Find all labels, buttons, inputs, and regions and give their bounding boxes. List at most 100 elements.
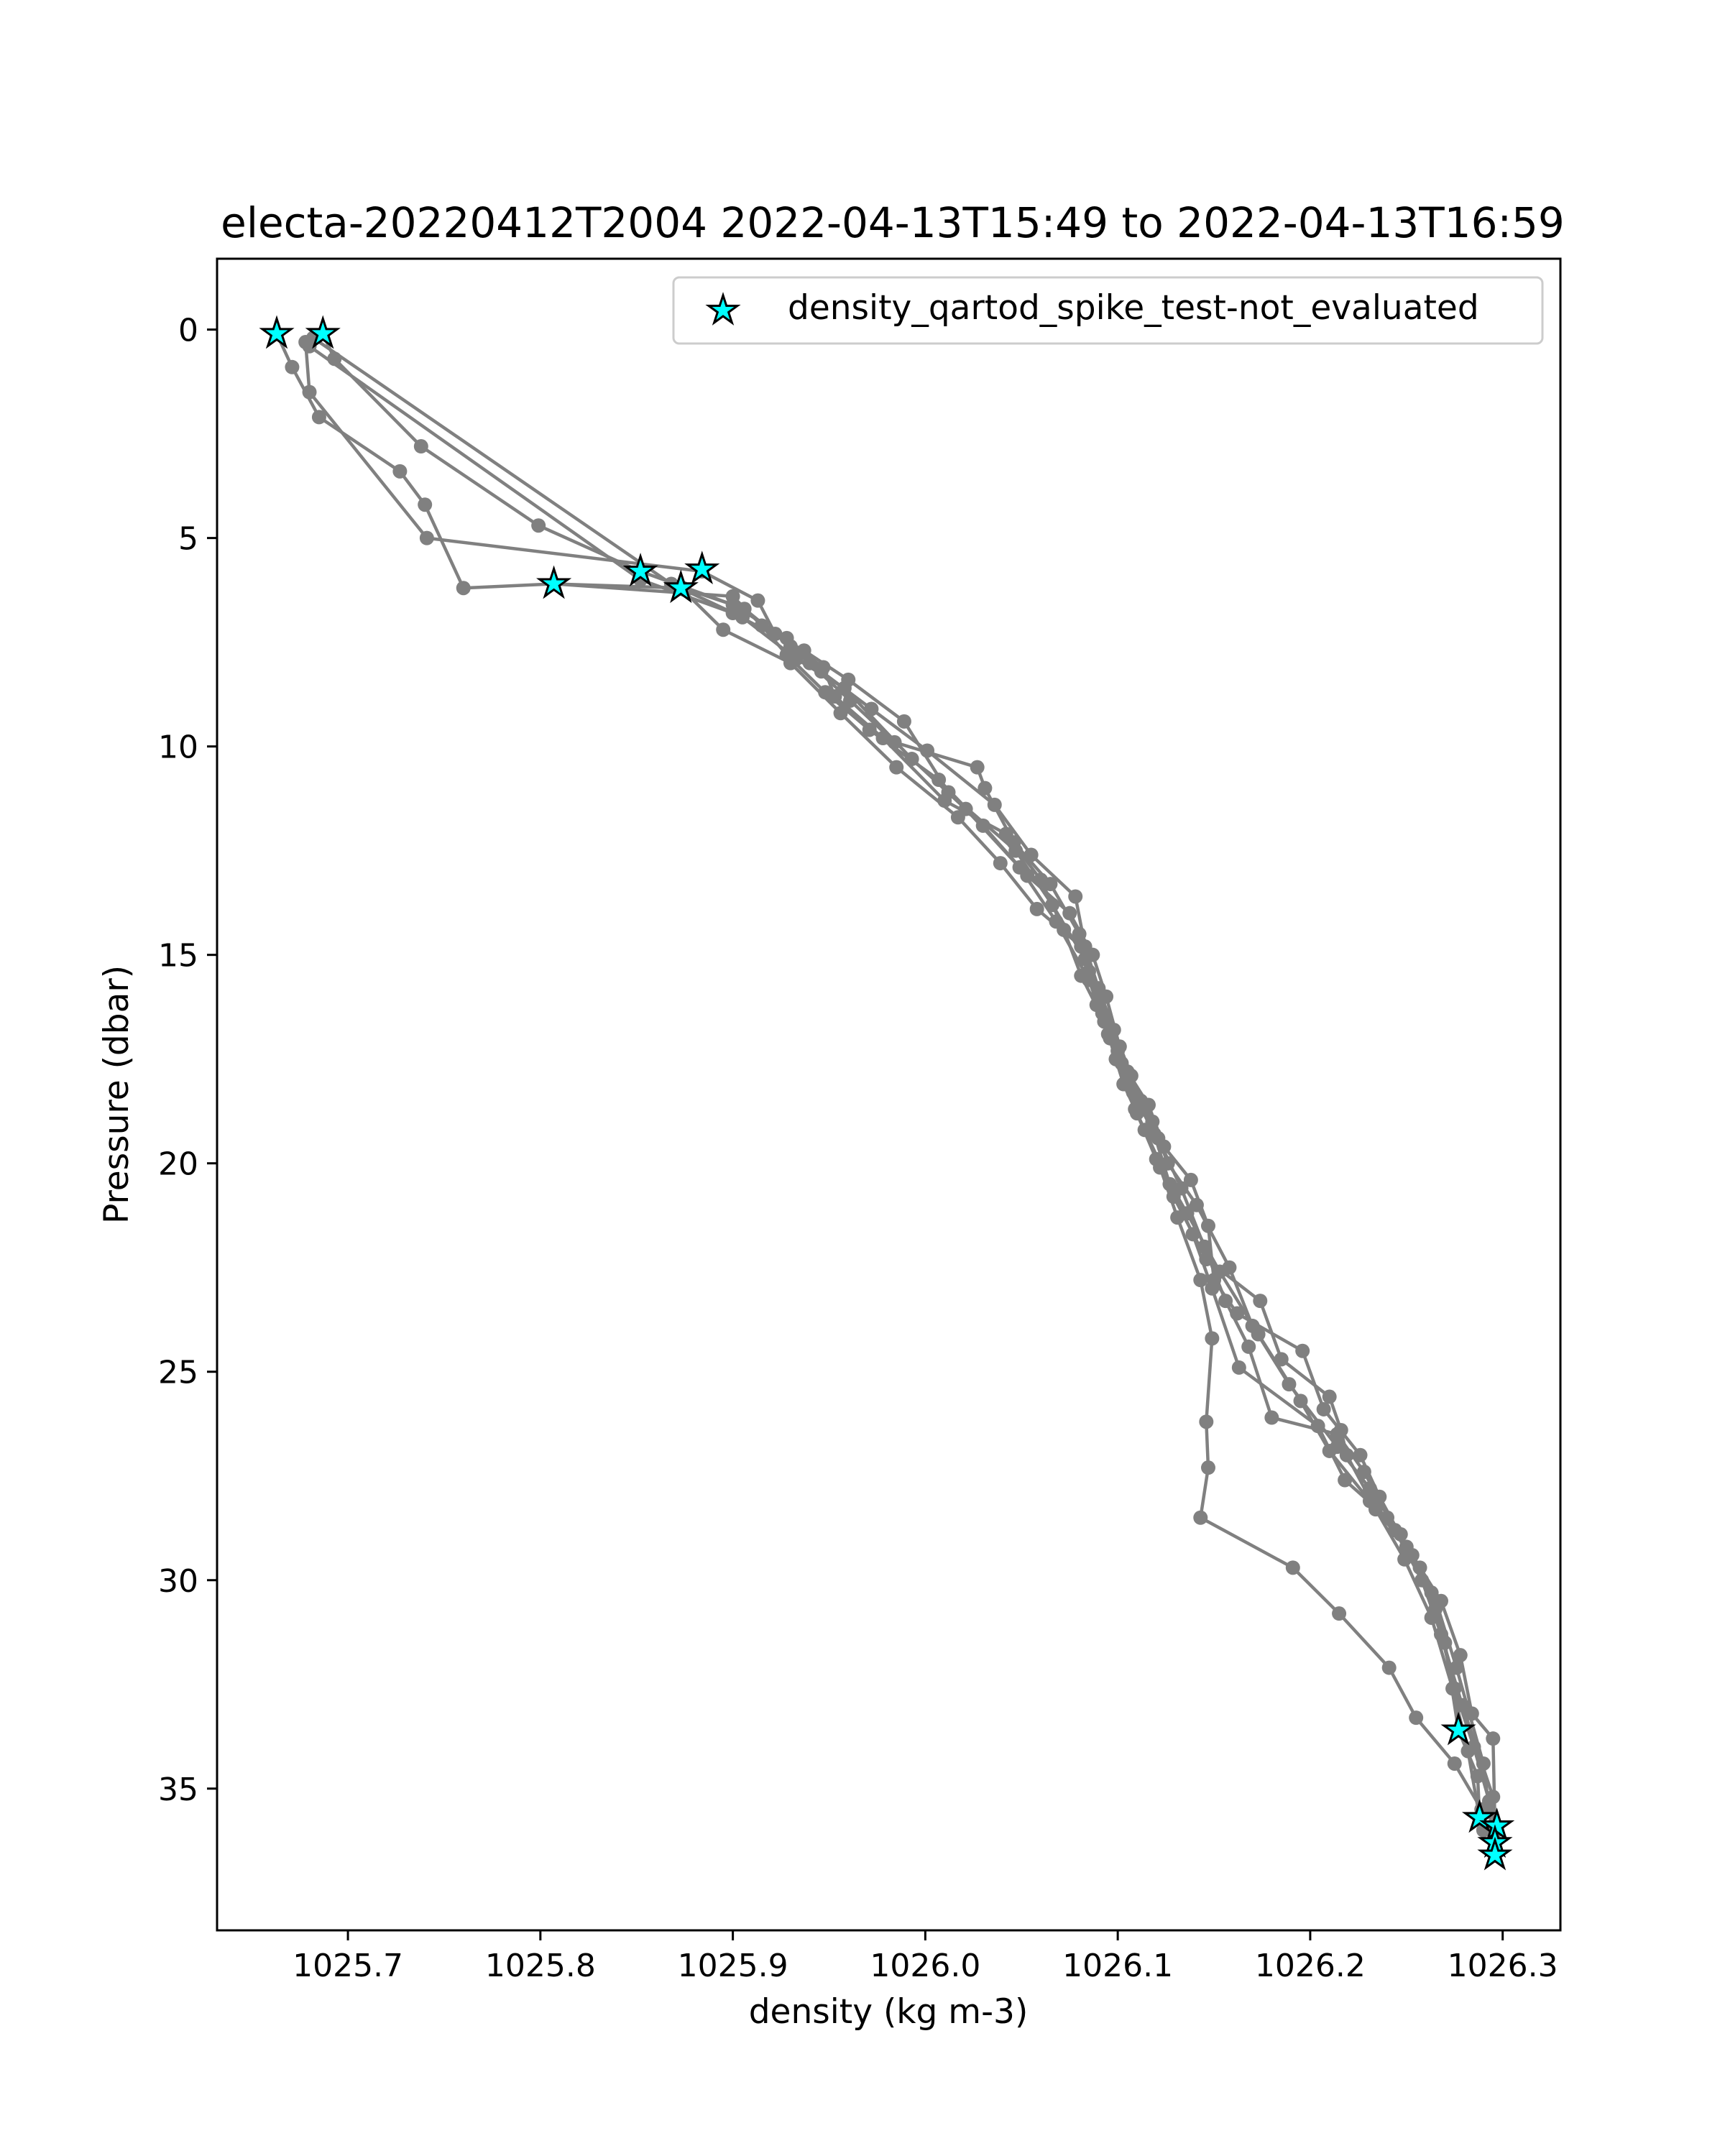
data-point [1024, 847, 1039, 862]
data-point [1241, 1339, 1256, 1354]
data-point [833, 706, 848, 721]
x-axis: 1025.7 1025.8 1025.9 1026.0 1026.1 1026.2 1026… [293, 1930, 1558, 1984]
flagged-star-marker [663, 569, 699, 604]
flagged-star-marker [259, 315, 295, 349]
y-tick-label: 5 [178, 521, 198, 558]
data-point [1193, 1273, 1208, 1288]
data-point [1199, 1414, 1214, 1429]
data-point [413, 439, 428, 454]
x-tick-label: 1026.1 [1062, 1948, 1173, 1984]
flagged-points [259, 315, 1515, 1871]
data-point [1062, 906, 1077, 921]
plot-frame [216, 257, 1562, 1932]
data-point [750, 593, 765, 608]
data-point [970, 760, 985, 775]
data-point [1110, 1044, 1126, 1059]
data-point [1316, 1401, 1331, 1416]
x-tick-label: 1026.3 [1448, 1948, 1558, 1984]
data-point [841, 672, 856, 687]
data-point [796, 643, 811, 658]
data-point [716, 622, 731, 637]
data-point [1433, 1593, 1448, 1608]
data-point [1356, 1464, 1371, 1479]
data-point [1213, 1264, 1228, 1279]
flagged-star-marker [536, 565, 572, 599]
y-axis-label: Pressure (dbar) [97, 965, 137, 1224]
data-point [1295, 1343, 1310, 1358]
flagged-star-marker [305, 315, 341, 349]
x-tick-label: 1026.2 [1255, 1948, 1366, 1984]
data-point [896, 714, 911, 729]
y-tick-label: 15 [158, 938, 198, 975]
data-point [1476, 1756, 1491, 1771]
data-point [1285, 1560, 1300, 1575]
data-point [1404, 1547, 1420, 1562]
data-point [1333, 1422, 1348, 1437]
flagged-star-marker [622, 553, 658, 586]
flagged-star-marker [1477, 1836, 1513, 1871]
legend-box [672, 276, 1544, 345]
data-point [1091, 985, 1106, 1000]
data-point [418, 497, 433, 512]
data-point [889, 760, 904, 775]
data-point [1449, 1660, 1464, 1675]
data-point [1460, 1743, 1476, 1759]
data-point [941, 785, 956, 800]
legend-star-icon [705, 292, 741, 326]
data-point [1128, 1102, 1143, 1117]
data-point [1183, 1172, 1198, 1187]
data-point [950, 810, 965, 825]
data-point [311, 410, 326, 425]
x-tick-label: 1026.0 [870, 1948, 980, 1984]
y-tick-label: 25 [158, 1355, 198, 1391]
data-point [1486, 1731, 1501, 1746]
data-point [1464, 1706, 1479, 1721]
legend-star-marker [705, 292, 741, 326]
legend: density_qartod_spike_test-not_evaluated [672, 276, 1544, 345]
data-point [816, 660, 831, 675]
data-point [285, 359, 300, 374]
data-point [1193, 1510, 1208, 1525]
data-point [302, 384, 317, 400]
data-point [975, 818, 990, 833]
y-tick-label: 30 [158, 1563, 198, 1600]
data-point [419, 530, 434, 545]
flagged-star-marker [1461, 1799, 1498, 1833]
data-point [1218, 1294, 1233, 1309]
x-axis-label: density (kg m-3) [749, 1992, 1029, 2032]
flagged-star-marker [1440, 1711, 1476, 1746]
data-point [1020, 868, 1035, 883]
data-point [302, 338, 317, 354]
plot-area [259, 315, 1515, 1871]
data-point [1029, 901, 1044, 916]
data-point [1339, 1447, 1354, 1462]
data-point [1381, 1660, 1397, 1675]
y-tick-label: 20 [158, 1146, 198, 1183]
data-point [456, 581, 471, 596]
data-point [978, 780, 993, 796]
data-point [1332, 1606, 1347, 1621]
data-point [1205, 1331, 1220, 1346]
data-point [1362, 1493, 1377, 1508]
data-point [1205, 1281, 1220, 1296]
x-tick-label: 1025.8 [485, 1948, 596, 1984]
data-point [1409, 1710, 1424, 1726]
data-point [783, 655, 798, 671]
data-point [725, 589, 740, 604]
data-point [1322, 1443, 1337, 1458]
data-point [725, 606, 740, 621]
x-tick-label: 1025.7 [293, 1948, 403, 1984]
y-axis: 0 5 10 15 20 25 30 35 [158, 313, 217, 1808]
data-point [1453, 1648, 1468, 1663]
data-point [1293, 1393, 1308, 1409]
data-point [1149, 1151, 1164, 1166]
data-point [754, 618, 769, 633]
data-point [932, 773, 947, 788]
data-point [1251, 1327, 1266, 1342]
data-point [1074, 939, 1089, 954]
data-point [1231, 1360, 1246, 1375]
flagged-star-marker [684, 550, 720, 585]
data-point [1322, 1389, 1337, 1404]
data-point [993, 856, 1008, 871]
